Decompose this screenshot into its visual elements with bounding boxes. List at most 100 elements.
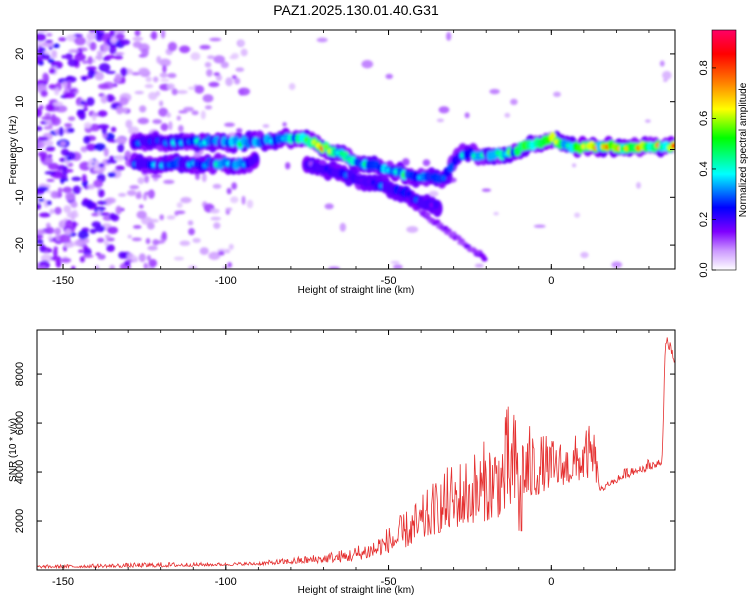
- noise-blob: [63, 242, 75, 248]
- spectrogram-y-tick-label: 10: [14, 96, 26, 108]
- noise-blob: [81, 60, 89, 64]
- snr-y-tick-label: 6000: [14, 411, 26, 435]
- noise-blob: [64, 219, 74, 229]
- noise-blob: [37, 136, 49, 142]
- noise-blob: [183, 106, 194, 112]
- noise-blob: [105, 94, 115, 103]
- noise-blob: [97, 189, 105, 198]
- noise-blob: [231, 182, 238, 190]
- noise-blob: [59, 178, 69, 182]
- noise-blob: [47, 162, 59, 171]
- colorbar: 0.0 0.2 0.4 0.6 0.8 Normalized spectral ampl…: [698, 29, 749, 278]
- noise-blob: [37, 198, 45, 202]
- noise-blob: [114, 55, 124, 60]
- noise-blob: [67, 59, 78, 67]
- noise-blob: [134, 90, 144, 95]
- noise-blob: [201, 172, 207, 183]
- noise-blob: [406, 226, 419, 233]
- noise-blob: [64, 123, 73, 127]
- noise-blob: [37, 202, 42, 210]
- noise-blob: [89, 30, 96, 33]
- spectrogram-heat-layer: [37, 30, 675, 269]
- noise-blob: [87, 159, 95, 164]
- noise-blob: [78, 230, 89, 240]
- noise-blob: [96, 210, 102, 215]
- noise-blob: [63, 205, 72, 214]
- noise-blob: [145, 76, 152, 83]
- noise-blob: [71, 265, 76, 269]
- colorbar-gradient: [711, 29, 737, 271]
- noise-blob: [390, 260, 400, 264]
- spectrogram-y-tick-label: 20: [14, 48, 26, 60]
- noise-blob: [113, 30, 126, 35]
- noise-blob: [109, 213, 117, 221]
- noise-blob: [61, 174, 68, 180]
- noise-blob: [93, 166, 101, 172]
- noise-blob: [213, 72, 220, 77]
- noise-blob: [145, 238, 151, 245]
- colorbar-tick-label: 0.4: [698, 161, 710, 176]
- noise-blob: [135, 193, 142, 200]
- noise-blob: [79, 256, 86, 263]
- noise-blob: [155, 90, 161, 97]
- snr-plot-area: [37, 330, 675, 570]
- noise-blob: [234, 77, 241, 85]
- noise-blob: [147, 222, 155, 230]
- noise-blob: [94, 143, 106, 151]
- noise-blob: [59, 141, 67, 147]
- noise-blob: [137, 177, 145, 185]
- noise-blob: [158, 107, 169, 117]
- noise-blob: [48, 68, 56, 74]
- noise-blob: [109, 264, 116, 269]
- noise-blob: [106, 38, 111, 46]
- noise-blob: [180, 196, 192, 204]
- noise-blob: [194, 150, 201, 156]
- noise-blob: [46, 178, 55, 182]
- noise-blob: [54, 206, 62, 215]
- noise-blob: [226, 187, 232, 195]
- colorbar-tick-label: 0.0: [698, 262, 710, 277]
- noise-blob: [65, 191, 76, 201]
- noise-blob: [115, 154, 125, 162]
- noise-blob: [574, 212, 581, 218]
- ridge-core: [252, 153, 260, 164]
- noise-blob: [44, 170, 56, 175]
- noise-blob: [38, 60, 44, 66]
- noise-blob: [133, 225, 142, 229]
- noise-blob: [105, 70, 116, 74]
- noise-blob: [117, 143, 125, 153]
- noise-blob: [65, 76, 77, 83]
- noise-blob: [227, 261, 232, 268]
- ridge-peak: [440, 175, 446, 181]
- noise-blob: [224, 122, 235, 127]
- noise-blob: [83, 238, 90, 244]
- noise-blob: [82, 107, 88, 112]
- noise-blob: [74, 36, 86, 46]
- noise-blob: [83, 247, 92, 257]
- noise-blob: [94, 264, 100, 269]
- noise-blob: [37, 265, 47, 269]
- noise-blob: [124, 150, 132, 159]
- noise-blob: [142, 193, 148, 201]
- noise-blob: [86, 32, 96, 41]
- noise-blob: [230, 196, 239, 204]
- noise-blob: [246, 199, 254, 209]
- spectrogram-y-tick-label: -10: [14, 189, 26, 205]
- noise-blob: [188, 228, 195, 236]
- noise-blob: [166, 215, 176, 220]
- noise-blob: [37, 30, 48, 33]
- noise-blob: [115, 136, 127, 144]
- snr-x-tick-label: -100: [215, 576, 237, 588]
- noise-blob: [115, 165, 125, 171]
- ridge-peak: [433, 201, 439, 208]
- noise-blob: [150, 30, 158, 40]
- noise-blob: [70, 212, 76, 221]
- noise-blob: [107, 172, 117, 178]
- noise-blob: [95, 33, 104, 42]
- noise-blob: [93, 179, 103, 188]
- noise-blob: [79, 100, 86, 106]
- noise-blob: [179, 240, 191, 246]
- noise-blob: [644, 119, 651, 123]
- noise-blob: [436, 118, 444, 123]
